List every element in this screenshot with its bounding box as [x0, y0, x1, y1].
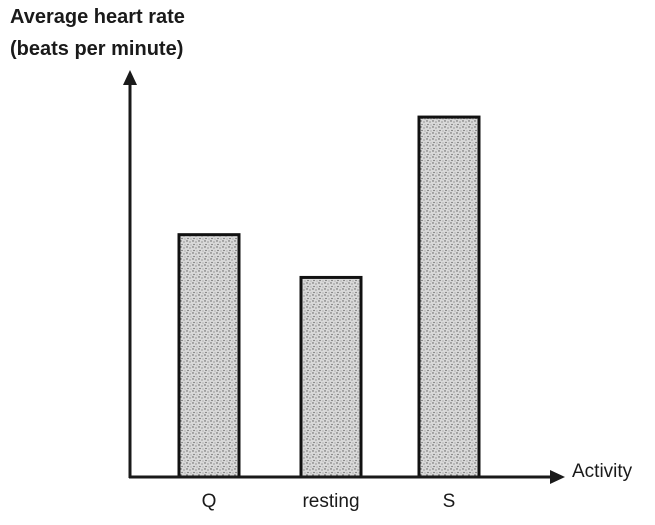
x-tick-label-s: S — [443, 491, 456, 512]
x-axis-arrow-icon — [550, 470, 565, 484]
bar-s — [417, 115, 481, 479]
x-axis-label: Activity — [572, 461, 633, 482]
bar-q — [177, 233, 241, 479]
y-axis-arrow-icon — [123, 70, 137, 85]
x-tick-label-resting: resting — [302, 491, 359, 512]
x-tick-label-q: Q — [202, 491, 217, 512]
y-axis-label-line-1: Average heart rate — [10, 6, 185, 28]
bar-resting — [299, 275, 363, 479]
y-axis-label-line-2: (beats per minute) — [10, 38, 184, 60]
